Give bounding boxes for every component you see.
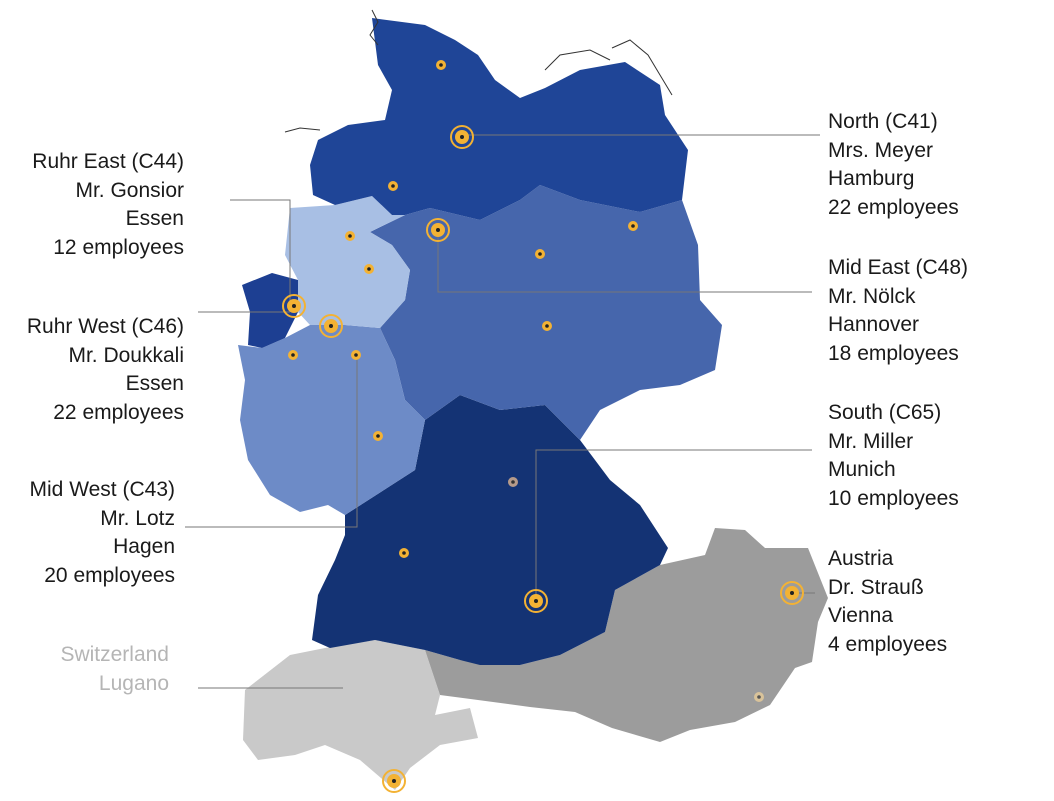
region-name: Ruhr East (C44) bbox=[32, 150, 184, 173]
region-contact: Mr. Doukkali bbox=[68, 343, 184, 367]
region-name: Austria bbox=[828, 547, 894, 570]
region-staff: 12 employees bbox=[53, 235, 184, 259]
office-marker-hamburg[interactable] bbox=[450, 125, 474, 149]
office-marker-essen[interactable] bbox=[282, 294, 306, 318]
region-staff: 22 employees bbox=[53, 400, 184, 424]
label-mid-west: Mid West (C43) Mr. Lotz Hagen 20 employe… bbox=[30, 476, 175, 590]
region-austria[interactable] bbox=[425, 528, 828, 742]
region-contact: Mr. Lotz bbox=[100, 506, 175, 530]
label-austria: Austria Dr. Strauß Vienna 4 employees bbox=[828, 545, 947, 659]
region-city: Hagen bbox=[113, 535, 175, 558]
label-mid-east: Mid East (C48) Mr. Nölck Hannover 18 emp… bbox=[828, 254, 968, 368]
region-ruhr-west[interactable] bbox=[242, 273, 298, 348]
region-city: Essen bbox=[125, 372, 184, 395]
office-marker-vienna[interactable] bbox=[780, 581, 804, 605]
region-staff: 4 employees bbox=[828, 632, 948, 656]
label-south: South (C65) Mr. Miller Munich 10 employe… bbox=[828, 399, 959, 513]
region-contact: Mr. Nölck bbox=[828, 284, 916, 308]
office-marker-hagen[interactable] bbox=[319, 314, 343, 338]
region-south[interactable] bbox=[312, 395, 668, 665]
location-dot bbox=[399, 548, 409, 558]
region-mid-west[interactable] bbox=[238, 325, 425, 515]
region-name: Mid West (C43) bbox=[29, 478, 175, 501]
region-city: Essen bbox=[125, 207, 184, 230]
location-dot bbox=[542, 321, 552, 331]
region-staff: 10 employees bbox=[828, 486, 959, 510]
region-staff: 22 employees bbox=[828, 195, 959, 219]
region-name: North (C41) bbox=[828, 110, 938, 133]
region-mid-east[interactable] bbox=[370, 185, 722, 440]
region-name: South (C65) bbox=[828, 401, 942, 424]
office-markers bbox=[282, 60, 804, 793]
region-staff: 18 employees bbox=[828, 341, 959, 365]
office-marker-lugano[interactable] bbox=[382, 769, 406, 793]
region-city: Lugano bbox=[98, 671, 169, 695]
location-dot bbox=[436, 60, 446, 70]
location-dot bbox=[535, 249, 545, 259]
location-dot-muted bbox=[508, 477, 518, 487]
label-ruhr-east: Ruhr East (C44) Mr. Gonsior Essen 12 emp… bbox=[32, 148, 184, 262]
region-contact: Mr. Miller bbox=[828, 429, 914, 453]
coast-outline bbox=[284, 9, 673, 133]
region-city: Vienna bbox=[828, 604, 894, 627]
region-name: Switzerland bbox=[60, 643, 169, 666]
region-city: Hannover bbox=[828, 313, 920, 336]
region-ruhr-east[interactable] bbox=[285, 196, 410, 328]
region-city: Munich bbox=[828, 458, 896, 481]
label-ruhr-west: Ruhr West (C46) Mr. Doukkali Essen 22 em… bbox=[27, 313, 184, 427]
region-name: Ruhr West (C46) bbox=[26, 315, 184, 338]
office-marker-munich[interactable] bbox=[524, 589, 548, 613]
region-contact: Mr. Gonsior bbox=[75, 178, 184, 202]
location-dot bbox=[288, 350, 298, 360]
region-name: Mid East (C48) bbox=[828, 256, 969, 279]
region-city: Hamburg bbox=[828, 167, 915, 190]
label-switzerland: Switzerland Lugano bbox=[60, 641, 169, 698]
region-switzerland[interactable] bbox=[243, 640, 478, 790]
region-north[interactable] bbox=[310, 18, 688, 220]
location-dot bbox=[373, 431, 383, 441]
location-dot bbox=[364, 264, 374, 274]
location-dot bbox=[388, 181, 398, 191]
location-dot-muted bbox=[754, 692, 764, 702]
region-contact: Dr. Strauß bbox=[828, 575, 924, 599]
location-dot bbox=[628, 221, 638, 231]
region-staff: 20 employees bbox=[44, 563, 175, 587]
location-dot bbox=[351, 350, 361, 360]
location-dot bbox=[345, 231, 355, 241]
office-marker-hannover[interactable] bbox=[426, 218, 450, 242]
label-north: North (C41) Mrs. Meyer Hamburg 22 employ… bbox=[828, 108, 959, 222]
region-contact: Mrs. Meyer bbox=[828, 138, 933, 162]
leader-lines bbox=[185, 134, 820, 689]
